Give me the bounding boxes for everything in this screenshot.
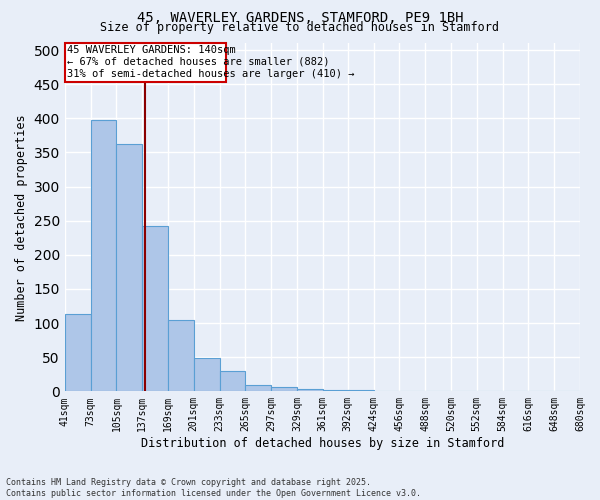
Bar: [65, 314, 91, 392]
Text: 31% of semi-detached houses are larger (410) →: 31% of semi-detached houses are larger (…: [67, 69, 355, 79]
Bar: [400, 390, 425, 392]
Text: 45 WAVERLEY GARDENS: 140sqm: 45 WAVERLEY GARDENS: 140sqm: [67, 44, 236, 54]
Bar: [323, 390, 349, 392]
Text: 45, WAVERLEY GARDENS, STAMFORD, PE9 1BH: 45, WAVERLEY GARDENS, STAMFORD, PE9 1BH: [137, 11, 463, 25]
Text: Size of property relative to detached houses in Stamford: Size of property relative to detached ho…: [101, 21, 499, 34]
Bar: [116, 144, 142, 392]
Bar: [348, 390, 374, 392]
Bar: [297, 390, 323, 392]
Bar: [425, 390, 451, 392]
Bar: [91, 120, 116, 392]
Y-axis label: Number of detached properties: Number of detached properties: [15, 114, 28, 320]
Text: ← 67% of detached houses are smaller (882): ← 67% of detached houses are smaller (88…: [67, 57, 330, 67]
Bar: [168, 320, 194, 392]
Bar: [374, 390, 400, 392]
Bar: [245, 384, 271, 392]
Bar: [271, 387, 297, 392]
Bar: [142, 226, 168, 392]
Bar: [194, 358, 220, 392]
Bar: [220, 371, 245, 392]
X-axis label: Distribution of detached houses by size in Stamford: Distribution of detached houses by size …: [141, 437, 504, 450]
Text: Contains HM Land Registry data © Crown copyright and database right 2025.
Contai: Contains HM Land Registry data © Crown c…: [6, 478, 421, 498]
FancyBboxPatch shape: [65, 42, 226, 82]
